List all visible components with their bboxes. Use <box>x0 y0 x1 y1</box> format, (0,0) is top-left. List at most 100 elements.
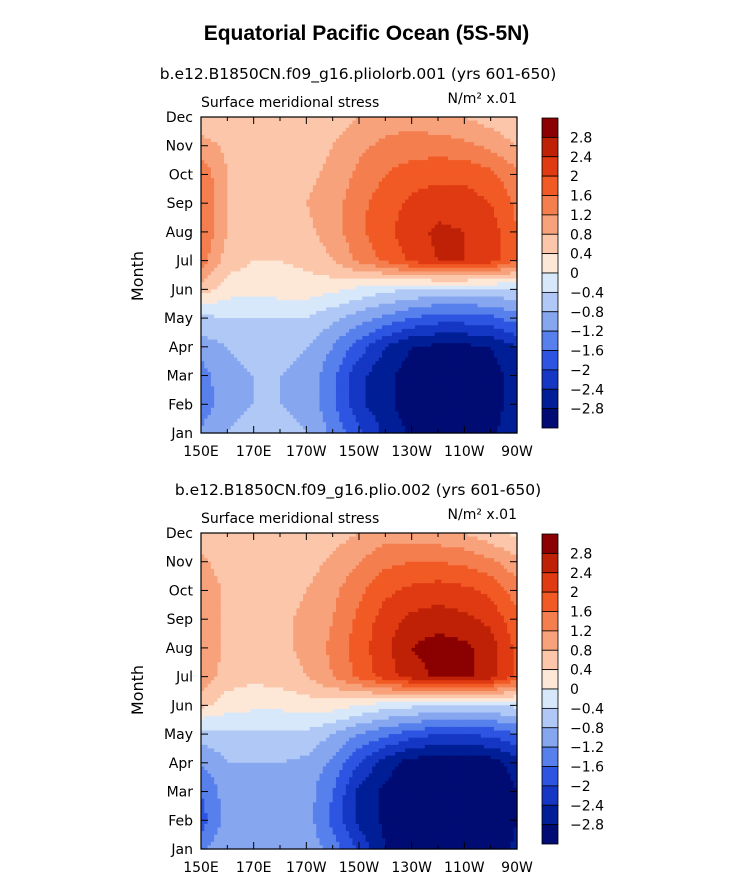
heatmap-cell <box>243 185 248 190</box>
heatmap-cell <box>256 163 261 168</box>
heatmap-cell <box>339 246 344 251</box>
heatmap-cell <box>464 117 469 122</box>
heatmap-cell <box>207 213 212 219</box>
heatmap-cell <box>513 242 518 247</box>
heatmap-cell <box>296 134 301 140</box>
heatmap-cell <box>276 221 281 226</box>
heatmap-cell <box>260 170 265 176</box>
heatmap-cell <box>289 253 294 258</box>
heatmap-cell <box>286 221 291 226</box>
heatmap-cell <box>480 156 485 161</box>
heatmap-cell <box>335 131 340 136</box>
heatmap-cell <box>256 170 261 176</box>
heatmap-cell <box>398 285 403 290</box>
heatmap-cell <box>339 199 344 204</box>
heatmap-cell <box>253 239 258 244</box>
heatmap-cell <box>352 131 357 136</box>
heatmap-cell <box>306 221 311 226</box>
heatmap-cell <box>421 275 426 280</box>
heatmap-cell <box>359 228 363 233</box>
heatmap-cell <box>434 246 439 251</box>
heatmap-cell <box>487 210 492 215</box>
heatmap-cell <box>352 217 357 222</box>
heatmap-cell <box>227 235 232 240</box>
heatmap-cell <box>461 210 465 215</box>
heatmap-cell <box>457 242 462 247</box>
heatmap-cell <box>233 134 238 140</box>
heatmap-cell <box>260 264 265 269</box>
heatmap-cell <box>428 231 433 237</box>
heatmap-cell <box>289 285 294 290</box>
heatmap-cell <box>359 124 363 129</box>
heatmap-cell <box>434 242 439 247</box>
heatmap-cell <box>335 257 340 262</box>
heatmap-cell <box>411 127 416 132</box>
heatmap-cell <box>283 156 288 161</box>
heatmap-cell <box>240 264 245 269</box>
heatmap-cell <box>312 170 317 176</box>
heatmap-cell <box>411 152 416 158</box>
heatmap-cell <box>447 206 452 211</box>
heatmap-cell <box>322 127 327 132</box>
heatmap-cell <box>434 296 439 301</box>
heatmap-cell <box>326 152 330 158</box>
heatmap-cell <box>408 213 413 219</box>
heatmap-cell <box>365 142 370 147</box>
heatmap-cell <box>217 264 222 269</box>
heatmap-cell <box>490 174 495 179</box>
heatmap-cell <box>322 282 327 287</box>
heatmap-cell <box>405 127 409 132</box>
heatmap-cell <box>224 127 228 132</box>
heatmap-cell <box>500 181 505 186</box>
heatmap-cell <box>342 117 347 122</box>
heatmap-cell <box>352 292 357 298</box>
heatmap-cell <box>428 181 433 186</box>
heatmap-cell <box>273 131 278 136</box>
heatmap-cell <box>503 235 508 240</box>
heatmap-cell <box>411 246 416 251</box>
heatmap-cell <box>477 249 482 255</box>
heatmap-cell <box>461 170 465 176</box>
heatmap-cell <box>332 206 337 211</box>
heatmap-cell <box>201 124 205 129</box>
heatmap-cell <box>447 228 452 233</box>
heatmap-cell <box>487 149 492 154</box>
heatmap-cell <box>493 228 498 233</box>
heatmap-cell <box>414 300 419 305</box>
heatmap-cell <box>447 145 452 150</box>
heatmap-cell <box>418 167 423 172</box>
heatmap-cell <box>490 127 495 132</box>
heatmap-cell <box>332 231 337 237</box>
heatmap-cell <box>250 296 255 301</box>
heatmap-cell <box>438 278 442 283</box>
heatmap-cell <box>424 231 429 237</box>
heatmap-cell <box>510 285 515 290</box>
heatmap-cell <box>503 210 508 215</box>
heatmap-cell <box>306 300 311 305</box>
heatmap-cell <box>411 203 416 208</box>
heatmap-cell <box>306 271 311 276</box>
heatmap-cell <box>201 206 205 211</box>
heatmap-cell <box>365 149 370 154</box>
heatmap-cell <box>421 260 426 265</box>
heatmap-cell <box>293 188 298 194</box>
heatmap-cell <box>339 260 344 265</box>
heatmap-cell <box>332 289 337 294</box>
heatmap-cell <box>408 217 413 222</box>
heatmap-cell <box>260 120 265 125</box>
heatmap-cell <box>335 152 340 158</box>
heatmap-cell <box>230 231 235 237</box>
heatmap-cell <box>283 242 288 247</box>
heatmap-cell <box>233 282 238 287</box>
heatmap-cell <box>388 138 393 143</box>
heatmap-cell <box>500 282 505 287</box>
heatmap-cell <box>510 278 515 283</box>
heatmap-cell <box>497 134 502 140</box>
heatmap-cell <box>408 160 413 165</box>
heatmap-cell <box>414 127 419 132</box>
heatmap-cell <box>270 235 275 240</box>
heatmap-cell <box>454 117 459 122</box>
heatmap-cell <box>401 292 406 298</box>
heatmap-cell <box>342 152 347 158</box>
heatmap-cell <box>293 134 298 140</box>
